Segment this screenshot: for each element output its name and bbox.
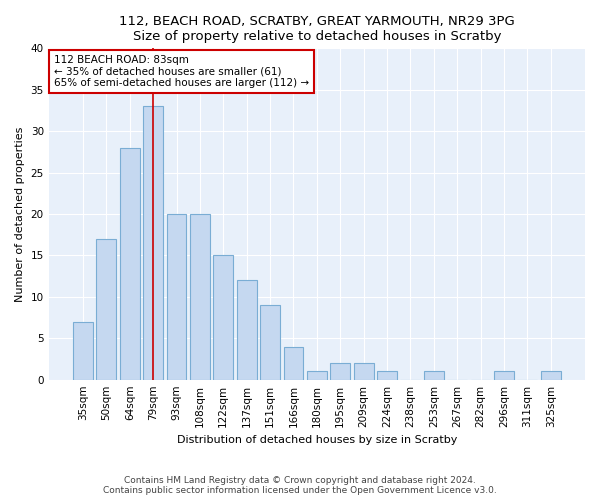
Bar <box>330 363 350 380</box>
Bar <box>284 346 304 380</box>
Bar <box>120 148 140 380</box>
Bar <box>143 106 163 380</box>
Text: 112 BEACH ROAD: 83sqm
← 35% of detached houses are smaller (61)
65% of semi-deta: 112 BEACH ROAD: 83sqm ← 35% of detached … <box>54 55 309 88</box>
Y-axis label: Number of detached properties: Number of detached properties <box>15 126 25 302</box>
Bar <box>377 372 397 380</box>
Title: 112, BEACH ROAD, SCRATBY, GREAT YARMOUTH, NR29 3PG
Size of property relative to : 112, BEACH ROAD, SCRATBY, GREAT YARMOUTH… <box>119 15 515 43</box>
Bar <box>190 214 210 380</box>
Bar <box>260 305 280 380</box>
Bar <box>167 214 187 380</box>
Bar <box>424 372 443 380</box>
Text: Contains HM Land Registry data © Crown copyright and database right 2024.
Contai: Contains HM Land Registry data © Crown c… <box>103 476 497 495</box>
Bar <box>214 256 233 380</box>
Bar <box>237 280 257 380</box>
Bar <box>541 372 560 380</box>
Bar <box>353 363 374 380</box>
Bar <box>307 372 327 380</box>
X-axis label: Distribution of detached houses by size in Scratby: Distribution of detached houses by size … <box>176 435 457 445</box>
Bar <box>494 372 514 380</box>
Bar <box>73 322 93 380</box>
Bar <box>97 239 116 380</box>
